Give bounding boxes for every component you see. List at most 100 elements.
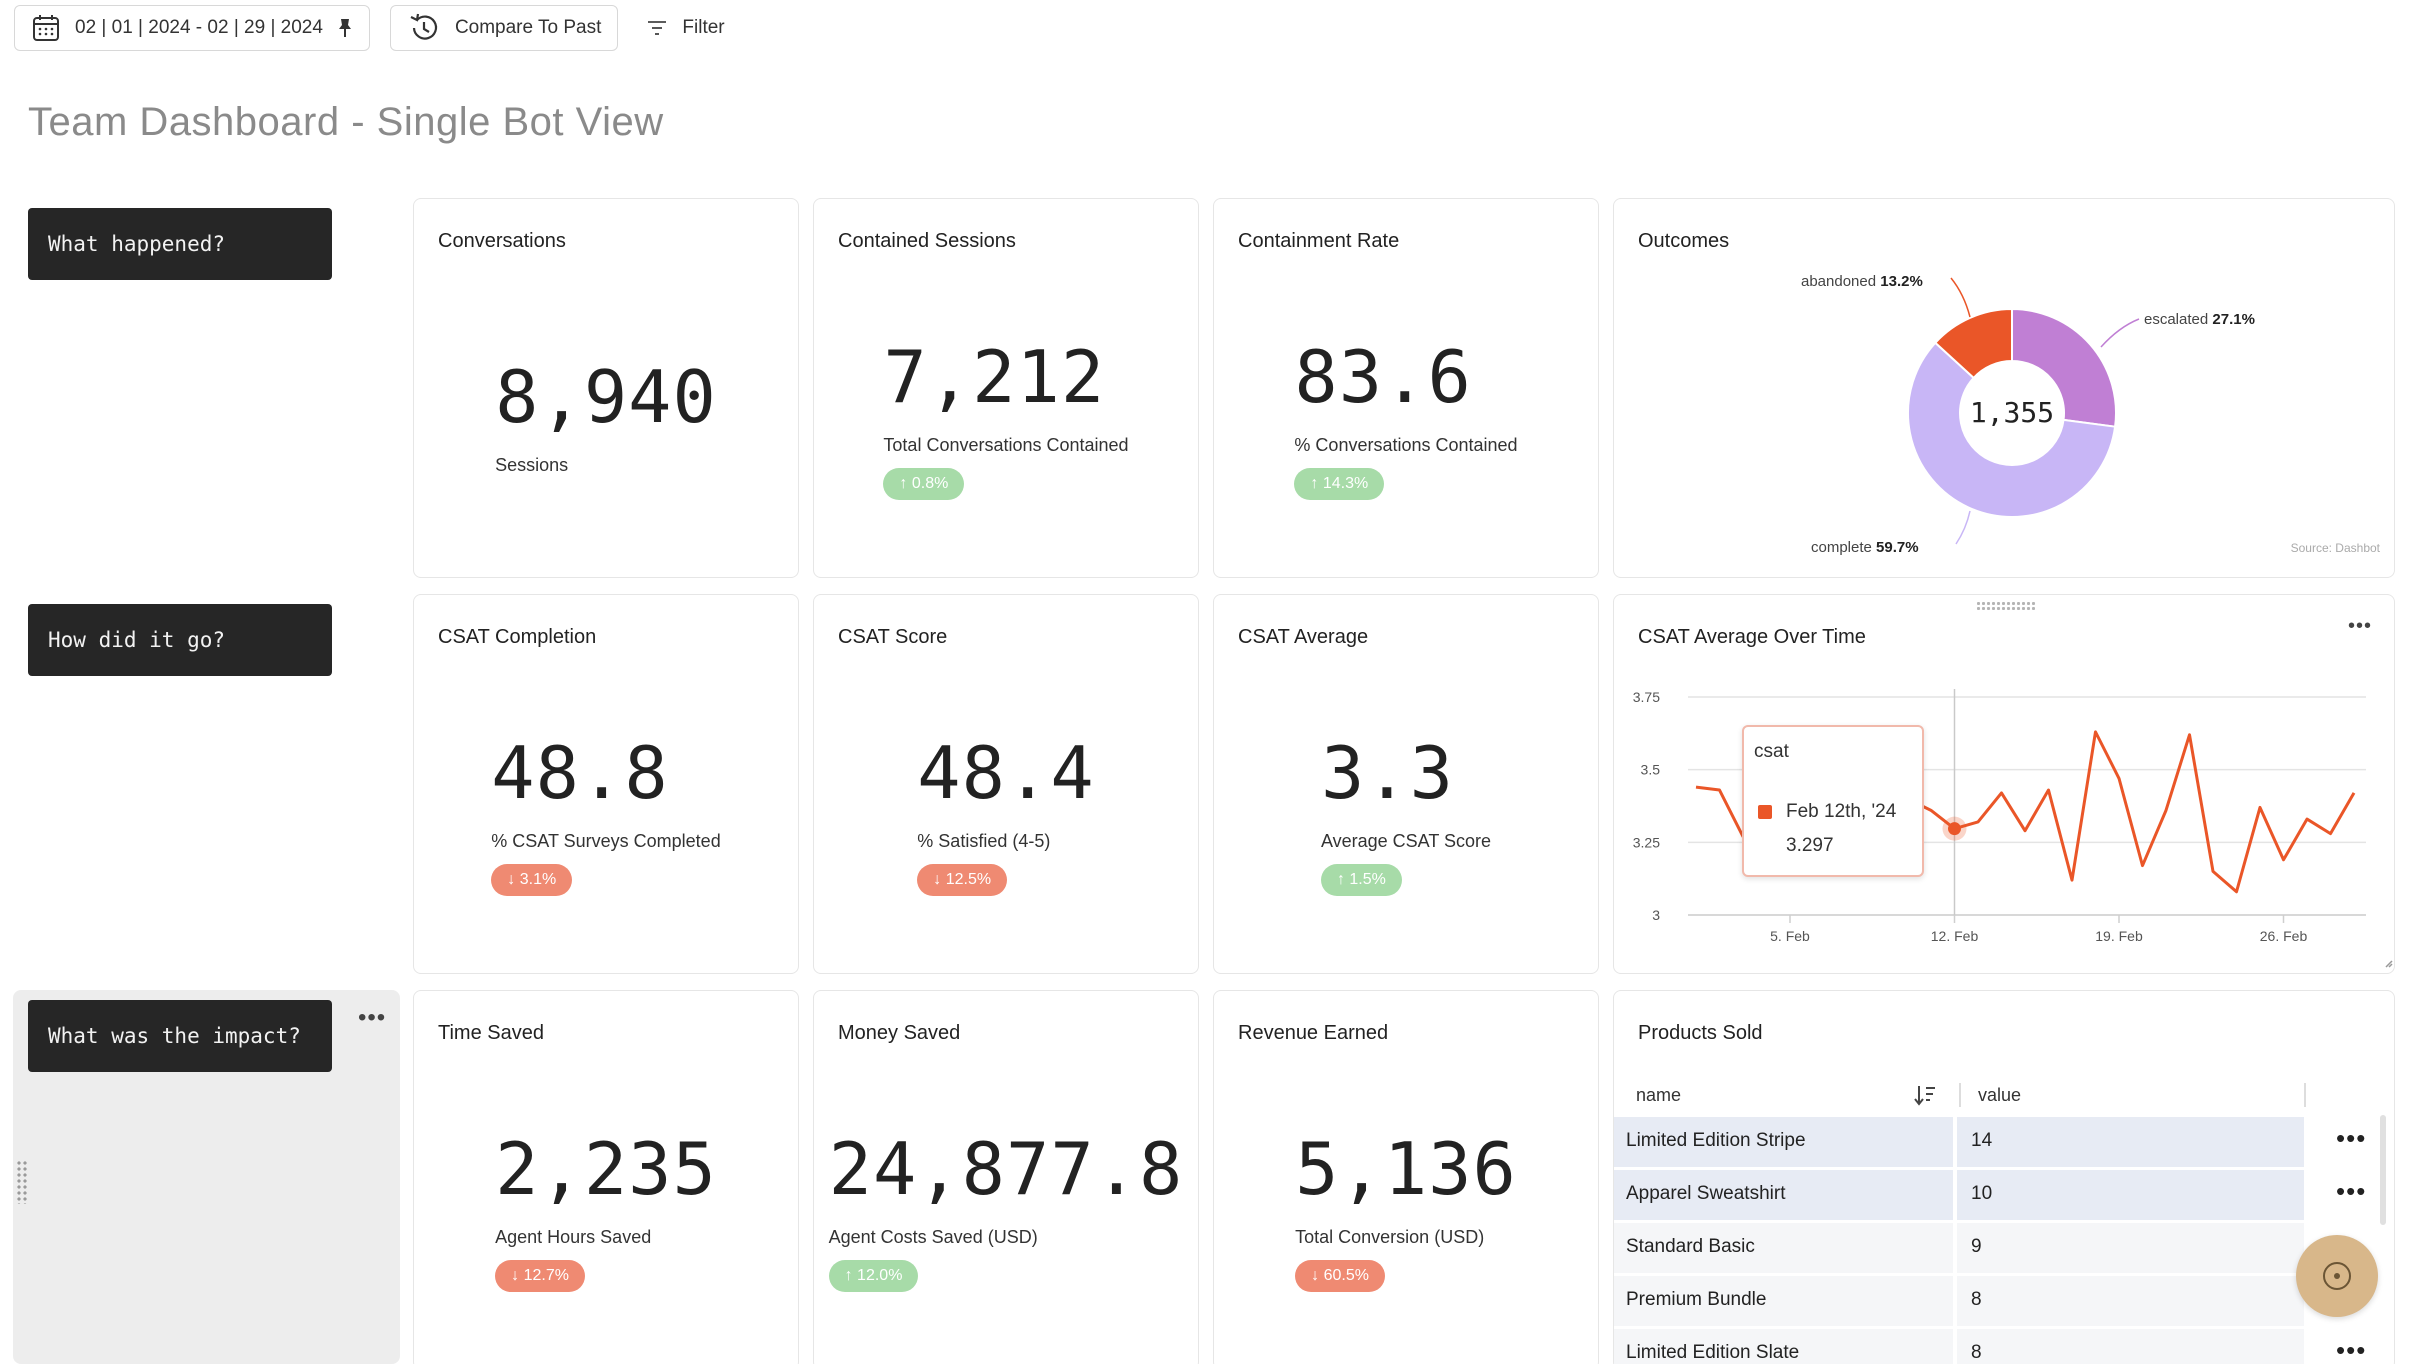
metric-value: 48.8 xyxy=(491,731,669,815)
leader-line-abandoned xyxy=(1950,277,1971,318)
cell-value: 8 xyxy=(1957,1276,2304,1326)
card-csat-average: CSAT Average 3.3 Average CSAT Score ↑ 1.… xyxy=(1213,594,1599,974)
donut-label-escalated: escalated 27.1% xyxy=(2144,311,2255,328)
trend-badge: ↑ 12.0% xyxy=(828,1260,919,1292)
metric-subtitle: Sessions xyxy=(495,455,569,475)
y-tick-label: 3.75 xyxy=(1633,689,1660,705)
metric-value: 48.4 xyxy=(917,731,1095,815)
cell-value: 10 xyxy=(1957,1170,2304,1220)
cell-value: 8 xyxy=(1957,1329,2304,1364)
resize-icon[interactable] xyxy=(2385,960,2393,968)
y-tick-label: 3.25 xyxy=(1633,834,1660,850)
table-row[interactable]: Standard Basic 9 xyxy=(1614,1221,2314,1273)
pin-icon[interactable] xyxy=(337,18,353,38)
date-range-picker[interactable]: 02 | 01 | 2024 - 02 | 29 | 2024 xyxy=(14,5,370,51)
cell-name: Standard Basic xyxy=(1614,1223,1955,1273)
donut-label-category: escalated xyxy=(2144,311,2209,328)
card-title: Time Saved xyxy=(438,1022,544,1044)
column-header-value[interactable]: value xyxy=(1978,1085,2022,1105)
x-tick-label: 19. Feb xyxy=(2095,928,2143,944)
donut-slice-abandoned[interactable] xyxy=(1933,307,2013,380)
scrollbar[interactable] xyxy=(2380,1115,2386,1225)
metric-block: 24,877.8 Agent Costs Saved (USD) ↑ 12.0% xyxy=(814,1133,1198,1292)
metric-block: 8,940 Sessions xyxy=(414,361,798,476)
card-time-saved: Time Saved 2,235 Agent Hours Saved ↓ 12.… xyxy=(413,990,799,1364)
table-row[interactable]: Apparel Sweatshirt 10 ••• xyxy=(1614,1168,2365,1220)
history-icon xyxy=(410,13,437,40)
cell-name: Limited Edition Stripe xyxy=(1614,1117,1955,1167)
donut-label-complete: complete 59.7% xyxy=(1811,539,1919,556)
card-csat-completion: CSAT Completion 48.8 % CSAT Surveys Comp… xyxy=(413,594,799,974)
card-title: CSAT Average Over Time xyxy=(1638,626,1866,648)
card-money-saved: Money Saved 24,877.8 Agent Costs Saved (… xyxy=(813,990,1199,1364)
trend-badge: ↓ 3.1% xyxy=(491,864,573,896)
card-title: Conversations xyxy=(438,230,566,252)
column-header-name[interactable]: name xyxy=(1636,1085,1682,1105)
table-row[interactable]: Premium Bundle 8 xyxy=(1614,1274,2314,1326)
card-title: Revenue Earned xyxy=(1238,1022,1389,1044)
drag-handle-icon[interactable] xyxy=(16,1160,28,1204)
tooltip-date: Feb 12th, '24 xyxy=(1786,801,1897,822)
chart-tooltip: csat Feb 12th, '24 3.297 xyxy=(1742,725,1924,877)
metric-value: 83.6 xyxy=(1294,335,1472,419)
metric-subtitle: Total Conversations Contained xyxy=(883,435,1129,455)
tooltip-series: csat xyxy=(1754,741,1789,762)
calendar-icon xyxy=(33,15,59,41)
cell-name: Premium Bundle xyxy=(1614,1276,1955,1326)
metric-subtitle: % Conversations Contained xyxy=(1294,435,1518,455)
sort-descending-icon[interactable] xyxy=(1914,1083,1936,1107)
metric-block: 48.4 % Satisfied (4-5) ↓ 12.5% xyxy=(814,737,1198,896)
metric-value: 7,212 xyxy=(883,335,1106,419)
donut-slice-escalated[interactable] xyxy=(2011,307,2117,428)
card-containment-rate: Containment Rate 83.6 % Conversations Co… xyxy=(1213,198,1599,578)
row-menu-icon[interactable]: ••• xyxy=(2336,1176,2367,1206)
card-revenue-earned: Revenue Earned 5,136 Total Conversion (U… xyxy=(1213,990,1599,1364)
card-title: Contained Sessions xyxy=(838,230,1016,252)
metric-value: 24,877.8 xyxy=(828,1127,1184,1211)
trend-badge: ↑ 0.8% xyxy=(883,468,965,500)
more-horizontal-icon[interactable]: ••• xyxy=(2347,615,2372,637)
y-tick-label: 3 xyxy=(1652,907,1660,923)
csat-line-chart: 3 3.25 3.5 3.75 5. Feb 12. Feb 19. Feb 26. Feb xyxy=(1633,689,2393,968)
section-label-what-happened: What happened? xyxy=(28,208,332,280)
donut-label-category: complete xyxy=(1811,539,1872,556)
column-divider[interactable] xyxy=(2304,1083,2306,1107)
card-conversations: Conversations 8,940 Sessions xyxy=(413,198,799,578)
toolbar: 02 | 01 | 2024 - 02 | 29 | 2024 Compare … xyxy=(14,5,733,51)
table-header: name value xyxy=(1614,1071,2394,1121)
section-label-how-did-it-go: How did it go? xyxy=(28,604,332,676)
metric-subtitle: Agent Hours Saved xyxy=(495,1227,652,1247)
source-note: Source: Dashbot xyxy=(2290,541,2380,555)
highlight-point[interactable] xyxy=(1948,822,1961,836)
trend-badge: ↑ 14.3% xyxy=(1294,468,1385,500)
donut-label-value: 13.2% xyxy=(1880,273,1923,290)
donut-slice-complete[interactable] xyxy=(1907,341,2117,518)
cell-name: Apparel Sweatshirt xyxy=(1614,1170,1955,1220)
card-outcomes: Outcomes 1,355 abandoned 13.2% escalated… xyxy=(1613,198,2395,578)
table-row[interactable]: Limited Edition Stripe 14 ••• xyxy=(1614,1115,2365,1167)
metric-subtitle: Agent Costs Saved (USD) xyxy=(828,1227,1038,1247)
trend-badge: ↓ 12.7% xyxy=(495,1260,585,1292)
leader-line-escalated xyxy=(2100,318,2140,348)
card-title: Outcomes xyxy=(1638,230,1730,252)
donut-label-value: 27.1% xyxy=(2212,311,2255,328)
more-horizontal-icon[interactable]: ••• xyxy=(358,1004,387,1031)
metric-block: 3.3 Average CSAT Score ↑ 1.5% xyxy=(1214,737,1598,896)
table-row[interactable]: Limited Edition Slate 8 ••• xyxy=(1614,1327,2365,1364)
date-range-text: 02 | 01 | 2024 - 02 | 29 | 2024 xyxy=(75,17,323,38)
cell-value: 9 xyxy=(1957,1223,2304,1273)
tooltip-value: 3.297 xyxy=(1786,835,1834,856)
metric-value: 8,940 xyxy=(495,355,717,439)
filter-button[interactable]: Filter xyxy=(638,5,733,51)
assistant-button[interactable] xyxy=(2296,1235,2378,1317)
row-menu-icon[interactable]: ••• xyxy=(2336,1123,2367,1153)
compare-label: Compare To Past xyxy=(454,17,602,38)
row-menu-icon[interactable]: ••• xyxy=(2336,1335,2367,1364)
column-divider[interactable] xyxy=(1959,1083,1961,1107)
drag-handle-icon[interactable] xyxy=(1976,601,2036,611)
filter-label: Filter xyxy=(682,17,725,38)
compare-to-past-button[interactable]: Compare To Past xyxy=(389,5,619,51)
leader-line-complete xyxy=(1955,510,1971,545)
metric-subtitle: Average CSAT Score xyxy=(1320,831,1492,851)
donut-label-value: 59.7% xyxy=(1876,539,1919,556)
